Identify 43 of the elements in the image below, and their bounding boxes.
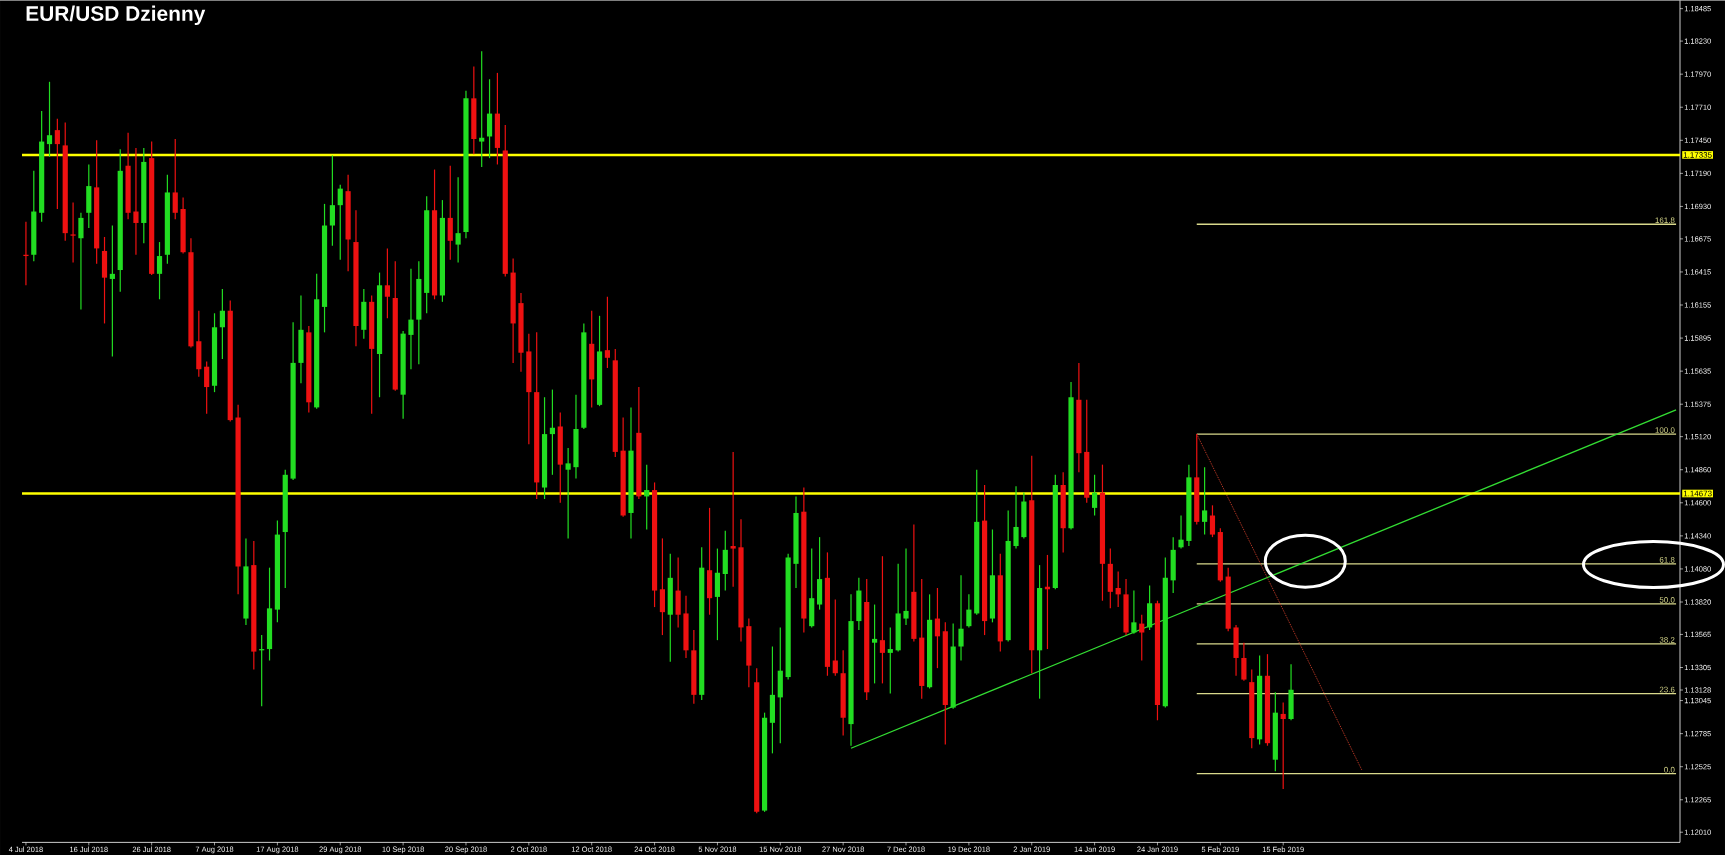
candlestick xyxy=(565,447,571,539)
candlestick xyxy=(966,593,972,628)
candlestick xyxy=(887,626,893,694)
candlestick xyxy=(156,241,163,300)
candlestick xyxy=(219,288,225,360)
candlestick xyxy=(133,147,139,256)
candlestick xyxy=(659,537,666,636)
chart-title: EUR/USD Dzienny xyxy=(26,5,206,25)
candlestick xyxy=(329,154,335,247)
candlestick xyxy=(54,117,60,210)
candlestick xyxy=(644,463,650,530)
candlestick xyxy=(1131,589,1137,635)
candlestick xyxy=(486,78,493,159)
candlestick xyxy=(549,388,555,476)
candlestick xyxy=(832,598,838,677)
candlestick xyxy=(172,138,178,220)
candlestick xyxy=(447,164,453,261)
candlestick xyxy=(78,212,84,310)
candlestick xyxy=(1139,613,1145,661)
candlestick xyxy=(879,555,886,684)
candlestick xyxy=(903,547,909,626)
candlestick xyxy=(871,603,878,684)
candlestick xyxy=(46,81,53,158)
candlestick xyxy=(384,247,390,319)
candlestick xyxy=(1092,474,1098,516)
candlestick xyxy=(408,267,414,370)
candlestick xyxy=(730,451,736,588)
candlestick xyxy=(109,224,115,357)
candlestick xyxy=(1280,701,1286,790)
candlestick xyxy=(1209,504,1216,538)
candlestick xyxy=(455,176,461,263)
candlestick xyxy=(604,295,611,369)
candlestick xyxy=(958,574,964,661)
candlestick xyxy=(337,184,343,261)
candlestick xyxy=(1013,485,1019,549)
candlestick xyxy=(1178,514,1184,549)
candlestick xyxy=(1241,641,1247,682)
candlestick xyxy=(70,201,76,263)
candlestick xyxy=(479,50,485,168)
candlestick xyxy=(1115,570,1121,608)
candlestick xyxy=(934,587,941,669)
candlestick xyxy=(1202,466,1208,535)
candlestick xyxy=(204,360,210,415)
